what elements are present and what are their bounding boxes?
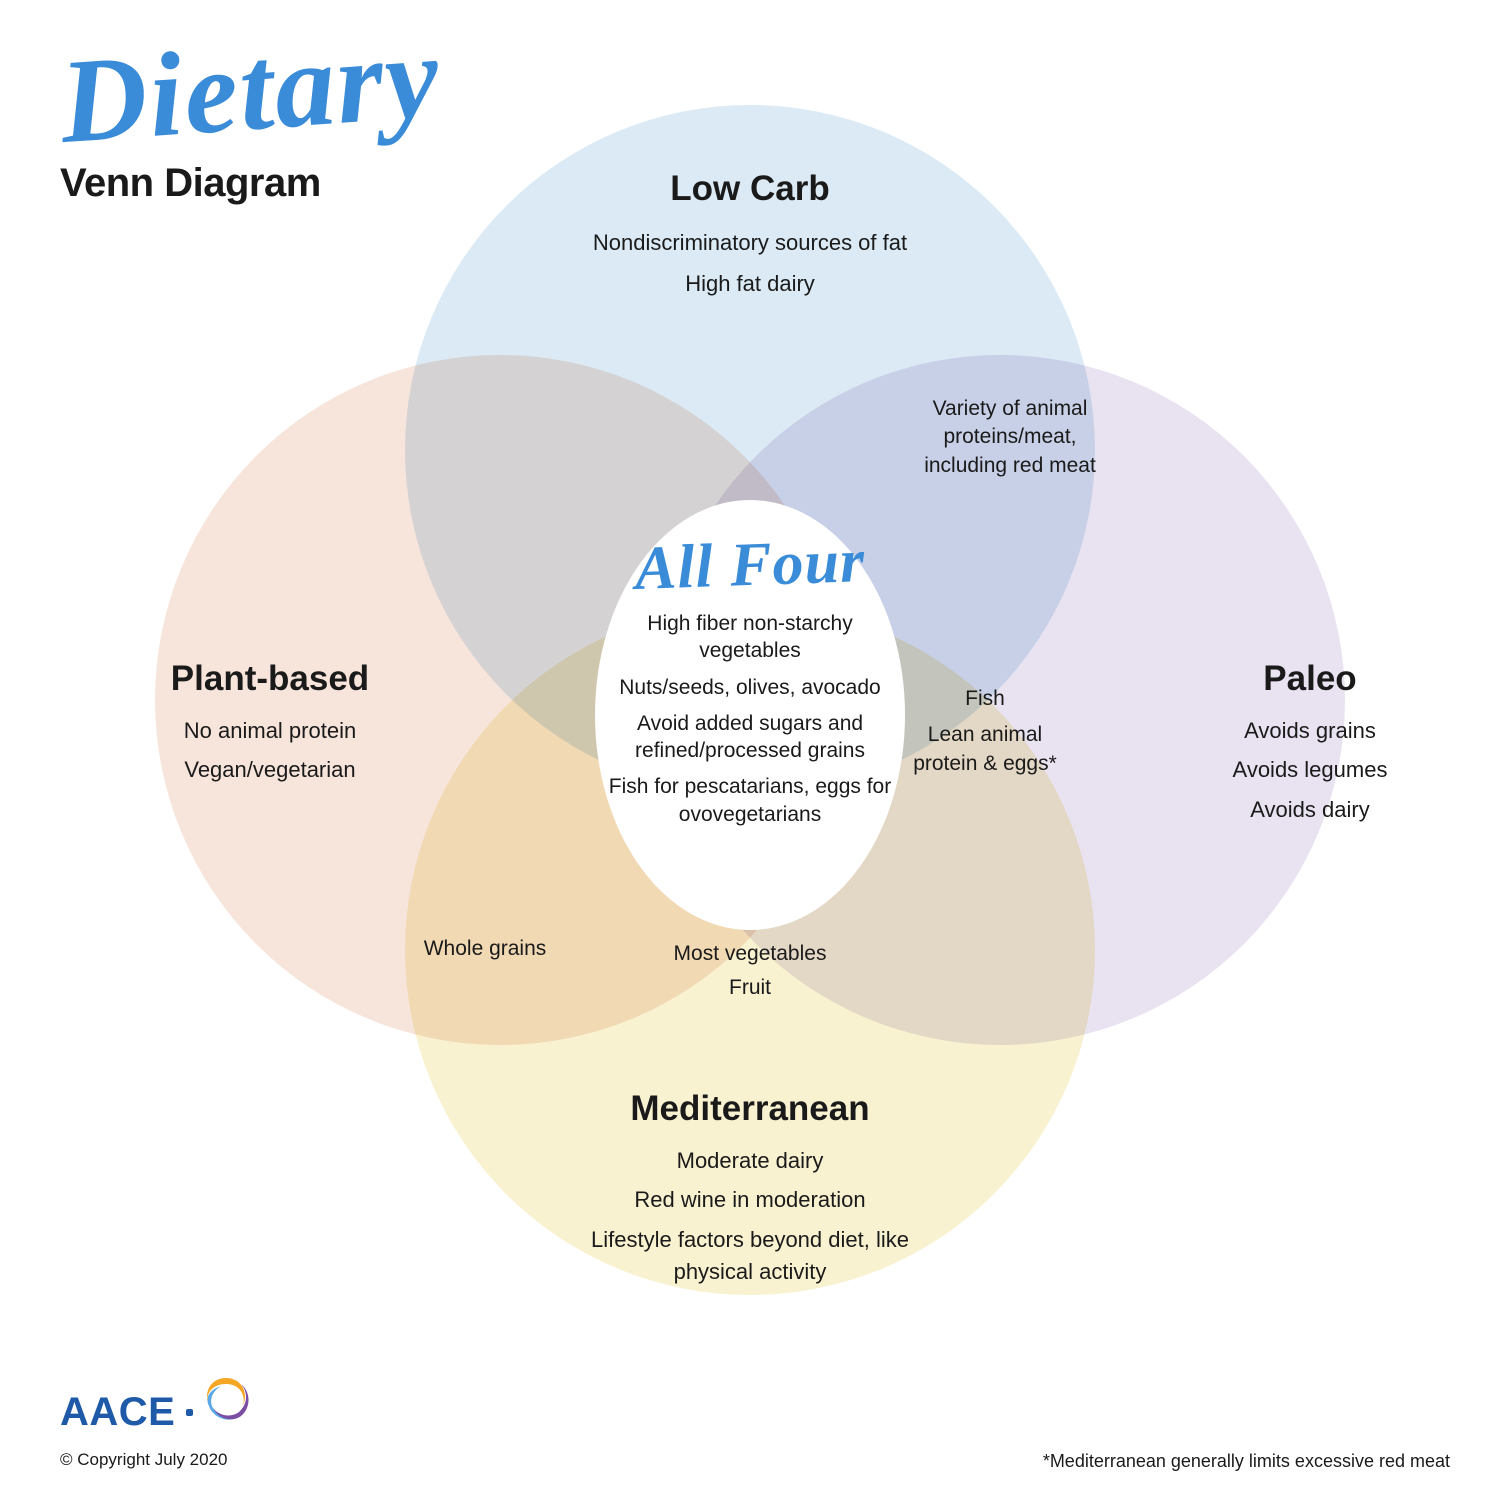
mediterranean-title: Mediterranean — [500, 1090, 1000, 1129]
plantbased-item-0: No animal protein — [130, 715, 410, 747]
plantbased-item-1: Vegan/vegetarian — [130, 754, 410, 786]
category-paleo: Paleo Avoids grains Avoids legumes Avoid… — [1180, 660, 1440, 826]
intersection-pml-line2: Lean animal protein & eggs* — [910, 721, 1060, 778]
logo: AACE — [60, 1390, 254, 1435]
plantbased-title: Plant-based — [130, 660, 410, 699]
logo-dot-icon — [186, 1409, 193, 1416]
category-plantbased: Plant-based No animal protein Vegan/vege… — [130, 660, 410, 786]
center-title: All Four — [599, 525, 901, 606]
intersection-plant-med-lowcarb: Whole grains — [395, 935, 575, 963]
mediterranean-item-0: Moderate dairy — [500, 1145, 1000, 1177]
intersection-pml-line1: Fish — [910, 685, 1060, 713]
center-item-2: Avoid added sugars and refined/processed… — [600, 710, 900, 765]
paleo-item-1: Avoids legumes — [1180, 754, 1440, 786]
category-lowcarb: Low Carb Nondiscriminatory sources of fa… — [550, 170, 950, 300]
center-item-1: Nuts/seeds, olives, avocado — [600, 674, 900, 701]
paleo-item-2: Avoids dairy — [1180, 794, 1440, 826]
intersection-plant-med: Most vegetables Fruit — [650, 940, 850, 1003]
category-mediterranean: Mediterranean Moderate dairy Red wine in… — [500, 1090, 1000, 1288]
title-sub: Venn Diagram — [60, 161, 441, 206]
center-block: All Four High fiber non-starchy vegetabl… — [600, 530, 900, 837]
intersection-paleo-med-lowcarb: Fish Lean animal protein & eggs* — [910, 685, 1060, 778]
paleo-title: Paleo — [1180, 660, 1440, 699]
logo-text: AACE — [60, 1390, 175, 1435]
intersection-pm-line2: Fruit — [650, 974, 850, 1002]
lowcarb-title: Low Carb — [550, 170, 950, 209]
intersection-lowcarb-paleo: Variety of animal proteins/meat, includi… — [900, 395, 1120, 480]
copyright-text: © Copyright July 2020 — [60, 1450, 228, 1470]
logo-swirl-icon — [199, 1372, 254, 1427]
title-script: Dietary — [57, 22, 444, 156]
center-item-3: Fish for pescatarians, eggs for ovoveget… — [600, 773, 900, 828]
mediterranean-item-1: Red wine in moderation — [500, 1184, 1000, 1216]
center-item-0: High fiber non-starchy vegetables — [600, 610, 900, 665]
footnote-text: *Mediterranean generally limits excessiv… — [1043, 1451, 1450, 1472]
intersection-pm-line1: Most vegetables — [650, 940, 850, 968]
lowcarb-item-0: Nondiscriminatory sources of fat — [550, 227, 950, 259]
title-block: Dietary Venn Diagram — [60, 35, 441, 206]
diagram-canvas: Dietary Venn Diagram Low Carb Nondiscrim… — [0, 0, 1500, 1500]
paleo-item-0: Avoids grains — [1180, 715, 1440, 747]
mediterranean-item-2: Lifestyle factors beyond diet, like phys… — [500, 1224, 1000, 1288]
lowcarb-item-1: High fat dairy — [550, 268, 950, 300]
